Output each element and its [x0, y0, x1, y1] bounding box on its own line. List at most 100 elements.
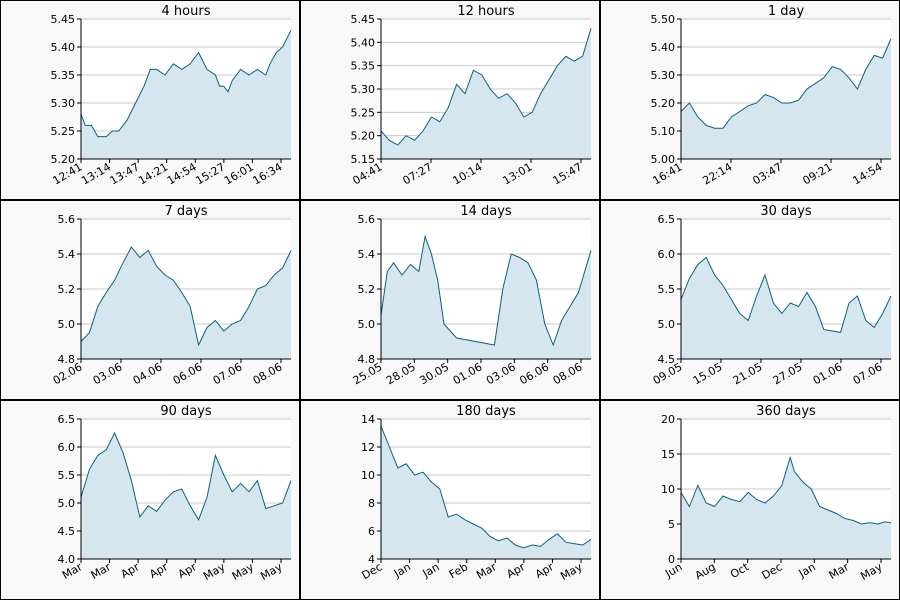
series-area — [681, 38, 891, 159]
x-tick-label: 07.06 — [211, 360, 245, 387]
series-line — [680, 455, 892, 525]
chart-title: 14 days — [460, 204, 512, 219]
series-area — [381, 426, 591, 559]
y-tick-label: 8 — [368, 497, 375, 510]
x-tick-label: Jan — [796, 560, 818, 580]
x-tick-label: 03.06 — [484, 360, 518, 387]
x-tick-label: Jan — [420, 560, 442, 580]
x-tick-label: 01.06 — [811, 360, 845, 387]
y-tick-label: 5.50 — [651, 13, 676, 26]
series-line — [680, 38, 892, 129]
x-tick-label: Mar — [827, 560, 852, 582]
x-tick-label: Apr — [504, 560, 527, 581]
y-tick-label: 5.0 — [58, 318, 76, 331]
chart-title: 30 days — [760, 204, 812, 219]
x-tick-label: 15:47 — [551, 160, 585, 187]
x-tick-label: May — [201, 560, 228, 583]
x-tick-label: Dec — [360, 560, 385, 582]
y-tick-label: 6.5 — [58, 413, 76, 426]
x-tick-label: Apr — [533, 560, 556, 581]
x-tick-label: May — [258, 560, 285, 583]
x-tick-label: 28.05 — [384, 360, 418, 387]
y-tick-label: 4.8 — [58, 353, 76, 366]
x-tick-label: May — [230, 560, 257, 583]
y-tick-label: 6.0 — [58, 441, 76, 454]
y-tick-label: 4.5 — [58, 525, 76, 538]
chart-title: 7 days — [164, 204, 207, 219]
y-tick-label: 10 — [361, 469, 375, 482]
y-tick-label: 5.6 — [358, 213, 376, 226]
x-tick-label: 15:27 — [193, 160, 227, 187]
y-tick-label: 5.35 — [51, 69, 76, 82]
y-tick-label: 4 — [368, 553, 375, 566]
chart-svg: 360 days 0 5 10 15 20 Jun Aug Oct Dec Jan Mar May — [661, 404, 892, 583]
y-tick-label: 12 — [361, 441, 375, 454]
y-tick-label: 5.30 — [651, 69, 676, 82]
y-tick-label: 0 — [668, 553, 675, 566]
y-tick-label: 5.45 — [51, 13, 76, 26]
y-tick-label: 5.0 — [358, 318, 376, 331]
y-tick-label: 5.30 — [351, 83, 376, 96]
x-tick-label: 10:14 — [451, 160, 485, 187]
y-tick-label: 5.2 — [358, 283, 376, 296]
series-area — [381, 236, 591, 359]
chart-panel: 4 hours 5.20 5.25 5.30 5.35 5.40 5.45 12:41 13:1… — [0, 0, 300, 200]
chart-title: 180 days — [456, 404, 516, 419]
x-tick-label: 03:47 — [751, 160, 785, 187]
y-tick-label: 5.20 — [51, 153, 76, 166]
y-tick-label: 5.0 — [658, 318, 676, 331]
y-tick-label: 6 — [368, 525, 375, 538]
y-tick-label: 5 — [668, 518, 675, 531]
series-area — [681, 457, 891, 559]
chart-panel: 90 days 4.0 4.5 5.0 5.5 6.0 6.5 Mar Mar Apr Apr Apr… — [0, 400, 300, 600]
x-tick-label: 06.06 — [171, 360, 205, 387]
series-area — [381, 28, 591, 159]
y-tick-label: 10 — [661, 483, 675, 496]
y-tick-label: 5.4 — [58, 248, 76, 261]
y-tick-label: 5.00 — [651, 153, 676, 166]
series-line — [380, 28, 592, 146]
x-tick-label: May — [858, 560, 885, 583]
series-area — [81, 433, 291, 559]
x-tick-label: Apr — [176, 560, 199, 581]
x-tick-label: 14:54 — [165, 160, 199, 187]
x-tick-label: 08.06 — [251, 360, 285, 387]
x-tick-label: Mar — [89, 560, 114, 582]
series-line — [80, 246, 292, 347]
x-tick-label: 22:14 — [701, 160, 735, 187]
series-area — [81, 247, 291, 359]
x-tick-label: Mar — [474, 560, 499, 582]
x-tick-label: Jun — [662, 560, 684, 580]
series-line — [80, 431, 292, 521]
chart-svg: 4 hours5.205.255.305.355.405.4512:4113:1… — [51, 4, 292, 187]
y-tick-label: 5.30 — [51, 97, 76, 110]
y-tick-label: 5.45 — [351, 13, 376, 26]
x-tick-label: 07.06 — [851, 360, 885, 387]
y-tick-label: 5.20 — [651, 97, 676, 110]
x-tick-label: 01.06 — [451, 360, 485, 387]
chart-panel: 360 days 0 5 10 15 20 Jun Aug Oct Dec Jan Mar May — [600, 400, 900, 600]
y-tick-label: 5.40 — [651, 41, 676, 54]
x-tick-label: 14:21 — [136, 160, 170, 187]
chart-svg: 12 hours5.155.205.255.305.355.405.4504:4… — [351, 4, 592, 187]
y-tick-label: 5.5 — [58, 469, 76, 482]
series-line — [380, 425, 592, 549]
y-tick-label: 5.25 — [51, 125, 76, 138]
x-tick-label: Apr — [119, 560, 142, 581]
y-tick-label: 5.35 — [351, 60, 376, 73]
x-tick-label: May — [558, 560, 585, 583]
chart-title: 360 days — [756, 404, 816, 419]
chart-panel: 180 days 4 6 8 10 12 14 Dec Jan Jan Feb Mar Apr Apr Ma… — [300, 400, 600, 600]
y-tick-label: 4.5 — [658, 353, 676, 366]
chart-title: 4 hours — [162, 4, 211, 19]
y-tick-label: 5.4 — [358, 248, 376, 261]
x-tick-label: 21.05 — [731, 360, 765, 387]
y-tick-label: 5.25 — [351, 106, 376, 119]
x-tick-label: 09:21 — [801, 160, 835, 187]
series-line — [380, 234, 592, 347]
series-area — [81, 30, 291, 160]
x-tick-label: 14:54 — [851, 160, 885, 187]
